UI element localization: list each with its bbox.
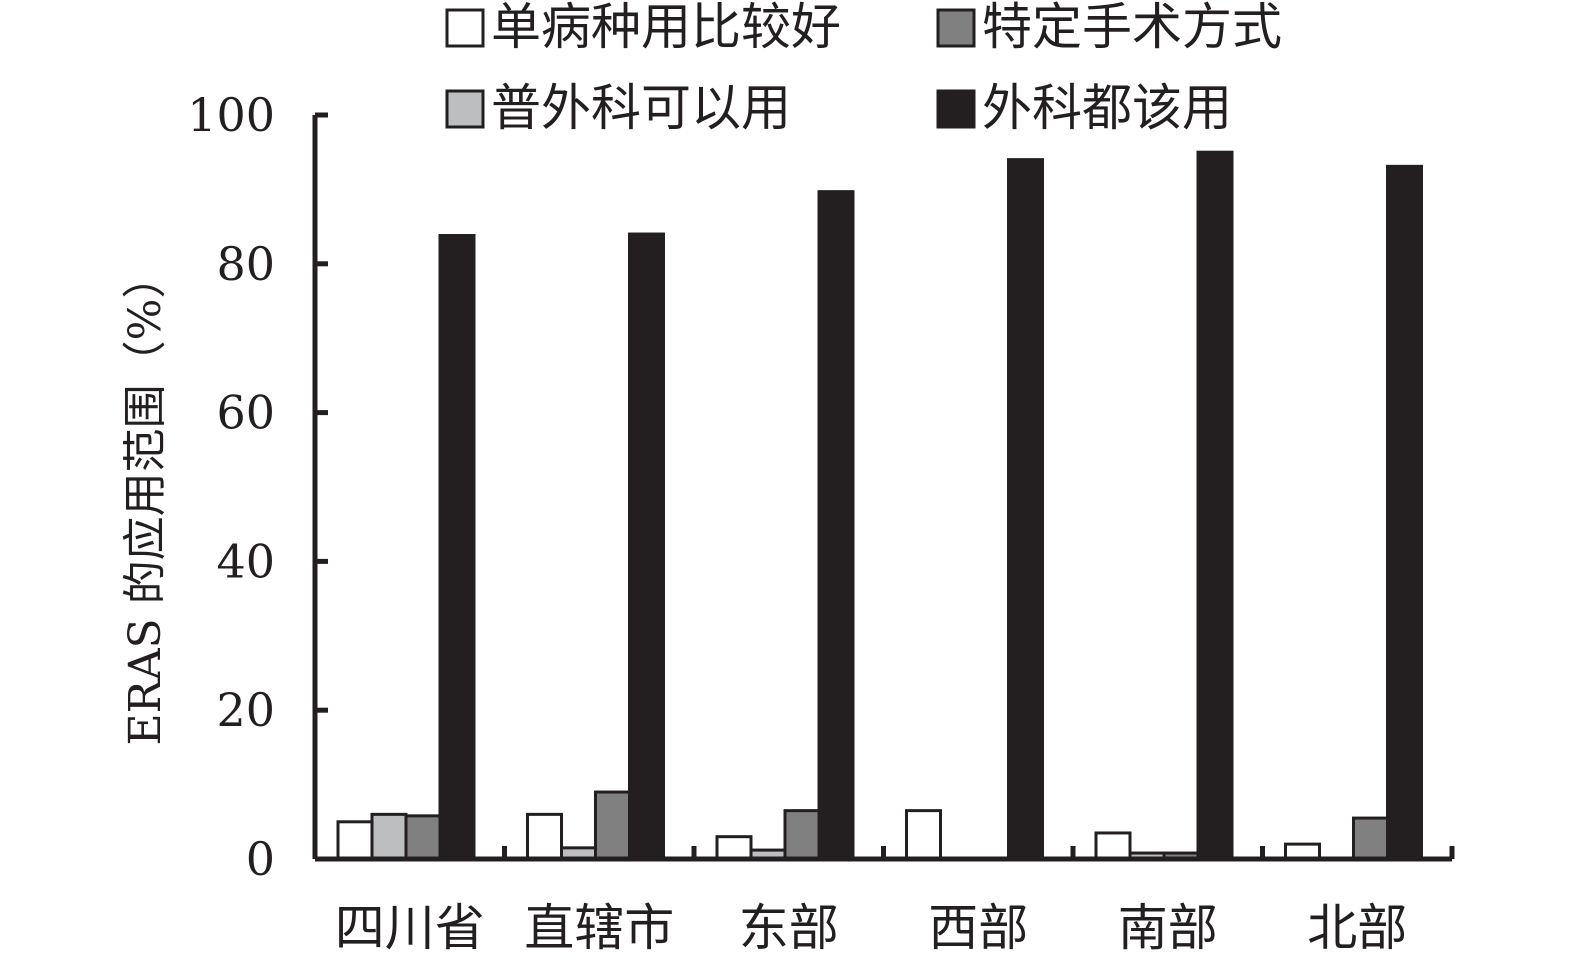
x-category-label: 四川省 [335,899,485,957]
y-tick-label: 80 [216,237,275,291]
x-category-label: 东部 [739,899,839,957]
x-category-label: 西部 [928,899,1028,957]
x-category-label: 南部 [1118,899,1218,957]
bar [715,835,753,861]
y-tick-label: 20 [216,683,275,737]
bar [526,812,563,861]
category-labels-group: 四川省 直辖市 东部 西部 南部 北部 [335,899,1408,957]
legend-swatch [445,8,485,48]
bar [1094,831,1132,861]
y-tick-label: 60 [216,386,275,440]
y-tick-label: 40 [216,534,275,588]
bar [1386,164,1423,861]
x-category-label: 北部 [1307,899,1407,957]
bar [370,812,408,861]
legend-label: 普外科可以用 [491,79,791,137]
y-tick-label: 0 [246,832,275,886]
bar [594,790,631,861]
bar [783,809,821,861]
bar [905,809,942,861]
bar [404,814,442,861]
bar [628,232,665,861]
legend-swatch [936,89,976,129]
y-axis-title: ERAS 的应用范围（%） [120,255,171,746]
bars-group [336,150,1423,861]
bar [817,190,855,861]
y-axis-title-group: ERAS 的应用范围（%） [120,255,171,746]
x-category-label: 直辖市 [524,899,674,957]
bar [1007,158,1044,861]
bar [1352,816,1389,861]
axes-group [312,112,1455,862]
tick-labels-group: 0 20 40 60 80 100 [187,88,275,886]
bar [1196,150,1234,861]
legend-swatch [936,8,976,48]
legend-label: 特定手术方式 [982,0,1282,56]
y-tick-label: 100 [187,88,275,142]
bar [336,820,374,861]
legend-swatch [445,89,485,129]
legend-label: 外科都该用 [982,79,1232,137]
legend-label: 单病种用比较好 [491,0,841,56]
bar [438,234,476,861]
